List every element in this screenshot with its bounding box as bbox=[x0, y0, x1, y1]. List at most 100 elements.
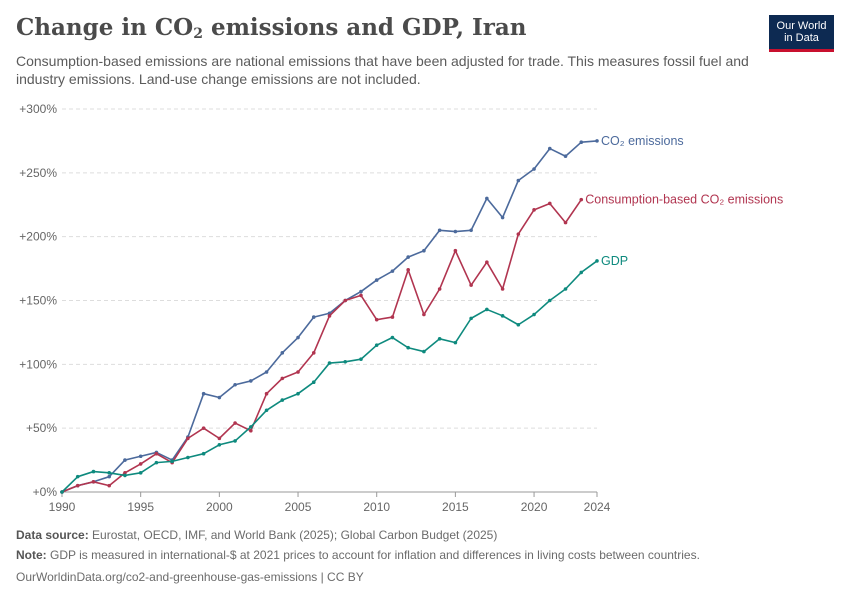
data-point[interactable] bbox=[186, 455, 190, 460]
data-point[interactable] bbox=[406, 345, 410, 350]
data-point[interactable] bbox=[311, 380, 316, 385]
data-point[interactable] bbox=[453, 248, 458, 253]
data-point[interactable] bbox=[91, 469, 96, 474]
data-point[interactable] bbox=[516, 232, 521, 236]
data-point[interactable] bbox=[437, 287, 442, 291]
data-point[interactable] bbox=[280, 351, 285, 355]
data-point[interactable] bbox=[60, 490, 64, 494]
data-point[interactable] bbox=[296, 335, 300, 340]
data-point[interactable] bbox=[249, 428, 253, 433]
data-point[interactable] bbox=[154, 451, 159, 456]
y-tick-label: +200% bbox=[19, 230, 57, 244]
data-point[interactable] bbox=[201, 391, 206, 396]
data-point[interactable] bbox=[437, 228, 442, 233]
data-point[interactable] bbox=[563, 154, 568, 159]
owid-logo[interactable]: Our World in Data bbox=[769, 15, 834, 52]
data-point[interactable] bbox=[469, 283, 473, 287]
data-point[interactable] bbox=[500, 287, 505, 291]
data-point[interactable] bbox=[75, 474, 80, 479]
data-point[interactable] bbox=[217, 395, 222, 400]
data-point[interactable] bbox=[217, 436, 222, 441]
data-point[interactable] bbox=[374, 317, 379, 322]
data-point[interactable] bbox=[107, 474, 112, 479]
series-line-2[interactable] bbox=[61, 260, 598, 493]
data-point[interactable] bbox=[233, 421, 237, 425]
data-point[interactable] bbox=[406, 268, 410, 272]
data-point[interactable] bbox=[485, 196, 489, 201]
data-point[interactable] bbox=[485, 307, 489, 312]
data-point[interactable] bbox=[532, 208, 536, 212]
data-point[interactable] bbox=[280, 376, 285, 381]
data-point[interactable] bbox=[437, 337, 442, 341]
data-point[interactable] bbox=[422, 312, 426, 317]
data-point[interactable] bbox=[201, 451, 206, 456]
data-point[interactable] bbox=[374, 343, 379, 347]
data-point[interactable] bbox=[264, 370, 269, 374]
data-point[interactable] bbox=[249, 379, 253, 383]
data-point[interactable] bbox=[390, 335, 395, 340]
series-label-2: GDP bbox=[601, 254, 628, 268]
data-point[interactable] bbox=[406, 255, 410, 259]
data-point[interactable] bbox=[563, 287, 568, 291]
data-point[interactable] bbox=[547, 146, 552, 151]
data-point[interactable] bbox=[327, 361, 332, 365]
data-point[interactable] bbox=[107, 471, 112, 475]
data-point[interactable] bbox=[547, 201, 552, 206]
data-point[interactable] bbox=[75, 483, 80, 488]
data-point[interactable] bbox=[327, 314, 332, 318]
data-point[interactable] bbox=[123, 473, 127, 478]
series-line-1[interactable] bbox=[61, 199, 582, 493]
data-point[interactable] bbox=[201, 426, 206, 430]
data-point[interactable] bbox=[264, 391, 269, 396]
data-point[interactable] bbox=[296, 391, 300, 396]
data-point[interactable] bbox=[359, 289, 363, 294]
data-point[interactable] bbox=[500, 314, 505, 318]
data-point[interactable] bbox=[595, 259, 599, 263]
data-point[interactable] bbox=[296, 370, 300, 374]
data-point[interactable] bbox=[469, 228, 473, 233]
data-point[interactable] bbox=[579, 197, 584, 202]
data-point[interactable] bbox=[532, 312, 536, 317]
data-point[interactable] bbox=[563, 220, 568, 225]
data-point[interactable] bbox=[579, 140, 584, 144]
data-point[interactable] bbox=[138, 462, 143, 466]
data-point[interactable] bbox=[233, 382, 237, 387]
data-point[interactable] bbox=[138, 471, 143, 475]
data-point[interactable] bbox=[107, 483, 112, 488]
data-point[interactable] bbox=[453, 340, 458, 345]
data-point[interactable] bbox=[138, 454, 143, 459]
data-point[interactable] bbox=[422, 248, 426, 253]
data-point[interactable] bbox=[249, 425, 253, 429]
data-point[interactable] bbox=[123, 458, 127, 462]
data-point[interactable] bbox=[374, 278, 379, 282]
source-url[interactable]: OurWorldinData.org/co2-and-greenhouse-ga… bbox=[16, 570, 364, 584]
data-point[interactable] bbox=[516, 178, 521, 183]
data-point[interactable] bbox=[123, 471, 127, 475]
data-point[interactable] bbox=[422, 349, 426, 354]
data-point[interactable] bbox=[311, 315, 316, 319]
data-point[interactable] bbox=[311, 351, 316, 355]
data-point[interactable] bbox=[280, 398, 285, 402]
data-point[interactable] bbox=[154, 460, 159, 465]
data-point[interactable] bbox=[516, 322, 521, 327]
data-point[interactable] bbox=[532, 167, 536, 171]
data-point[interactable] bbox=[485, 260, 489, 265]
data-point[interactable] bbox=[579, 270, 584, 275]
data-point[interactable] bbox=[264, 408, 269, 413]
data-point[interactable] bbox=[170, 459, 174, 464]
data-point[interactable] bbox=[359, 293, 363, 298]
data-point[interactable] bbox=[547, 298, 552, 303]
data-point[interactable] bbox=[390, 269, 395, 273]
data-point[interactable] bbox=[343, 359, 348, 364]
data-point[interactable] bbox=[453, 229, 458, 234]
data-point[interactable] bbox=[469, 316, 473, 321]
data-point[interactable] bbox=[233, 439, 237, 443]
data-point[interactable] bbox=[500, 215, 505, 220]
data-point[interactable] bbox=[217, 442, 222, 447]
data-point[interactable] bbox=[343, 298, 348, 303]
data-point[interactable] bbox=[186, 436, 190, 441]
data-point[interactable] bbox=[390, 315, 395, 319]
data-point[interactable] bbox=[91, 479, 96, 484]
data-point[interactable] bbox=[359, 357, 363, 362]
data-point[interactable] bbox=[595, 139, 599, 143]
